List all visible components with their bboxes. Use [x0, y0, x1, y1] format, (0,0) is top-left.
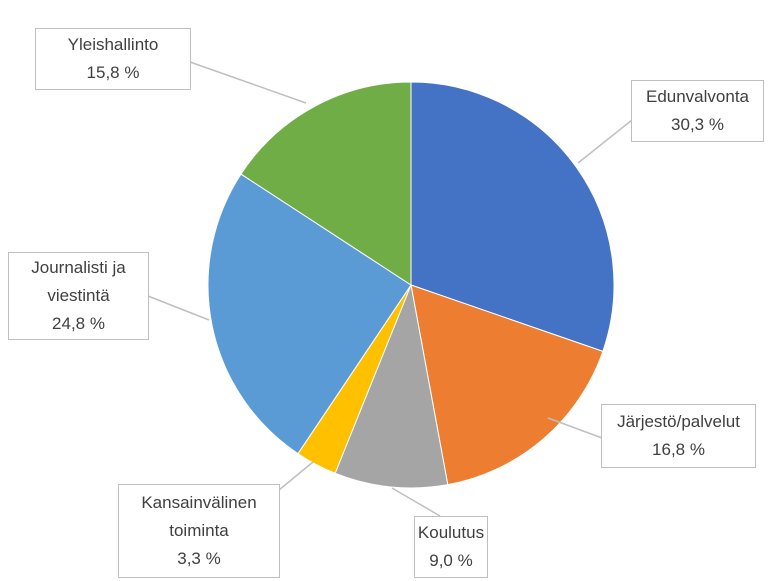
leader-line [547, 417, 603, 439]
pie-slice [207, 173, 412, 455]
value-label: 24,8 % [52, 314, 105, 333]
leader-line [189, 61, 307, 104]
category-label: Järjestö/palvelut [617, 412, 740, 431]
pie-slice [410, 284, 604, 486]
category-label: Edunvalvonta [645, 87, 750, 106]
value-label: 3,3 % [177, 549, 221, 568]
value-label: 30,3 % [671, 115, 724, 134]
pie-slice [334, 283, 449, 489]
data-label-box: Koulutus 9,0 % [414, 516, 488, 578]
data-label-box: Kansainvälinen toiminta 3,3 % [118, 484, 280, 578]
data-label-box: Yleishallinto 15,8 % [35, 28, 191, 90]
pie-slice [240, 81, 412, 286]
leader-line [278, 461, 314, 491]
category-label: Koulutus [417, 523, 485, 542]
value-label: 15,8 % [86, 63, 140, 82]
category-label: Journalisti ja viestintä [31, 258, 126, 305]
data-label-box: Edunvalvonta 30,3 % [631, 80, 764, 142]
category-label: Kansainvälinen toiminta [141, 493, 257, 540]
leader-line [577, 119, 633, 164]
pie-slice [410, 81, 615, 352]
value-label: 16,8 % [652, 440, 705, 459]
category-label: Yleishallinto [67, 35, 159, 54]
data-label-box: Järjestö/palvelut 16,8 % [601, 404, 756, 468]
value-label: 9,0 % [429, 551, 473, 570]
leader-line [147, 295, 210, 321]
leader-line [391, 487, 441, 517]
data-label-box: Journalisti ja viestintä 24,8 % [8, 252, 149, 340]
